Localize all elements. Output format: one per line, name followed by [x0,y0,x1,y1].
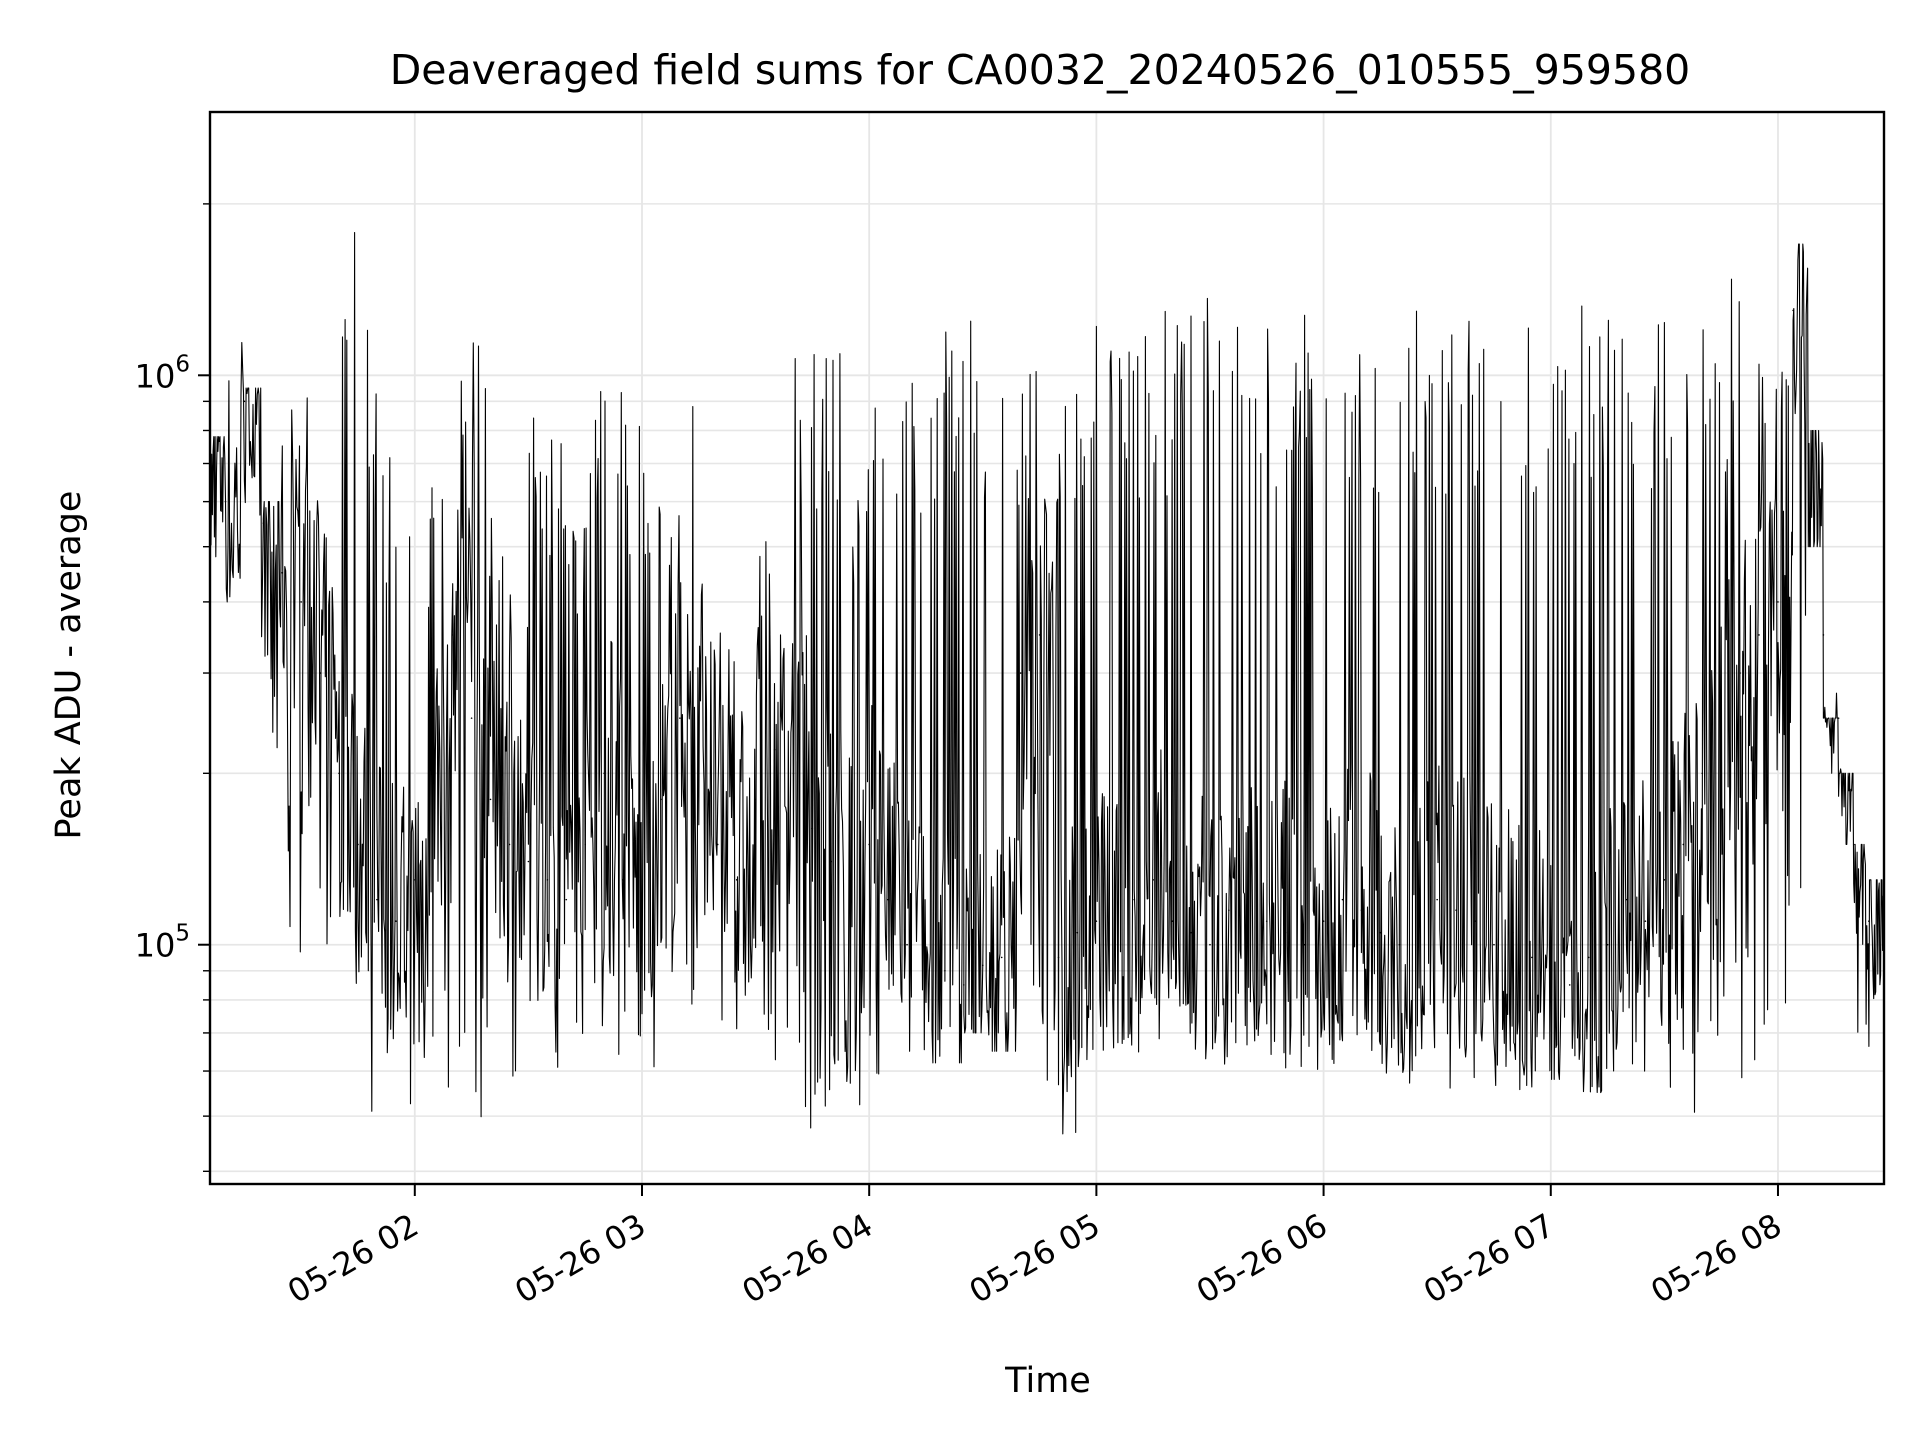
series-point [1284,931,1287,934]
y-axis-label: Peak ADU - average [49,491,89,840]
series-point [1512,931,1514,934]
series-point [451,634,454,636]
series-point [1019,672,1022,674]
series-point [376,898,378,901]
series-point [679,717,681,719]
series-point [300,601,302,603]
series-point [944,969,946,972]
series-point [1171,920,1173,922]
series-point [830,860,833,863]
series-point [1868,920,1870,922]
series-point [887,898,889,901]
series-point [508,843,511,846]
series-point [1474,920,1476,922]
series-point [1417,920,1420,922]
plot-frame [208,110,1886,1186]
series-point [1792,309,1794,312]
series-point [1644,920,1647,922]
series-point [1455,909,1457,911]
series-point [1133,898,1136,901]
series-point [1360,909,1363,911]
series-point [1303,943,1306,946]
series-point [432,772,435,775]
series-point [981,964,984,967]
series-point [1663,879,1666,881]
series-point [413,879,416,881]
series-point [1720,717,1722,719]
series-point [735,879,738,881]
series-point [1493,943,1495,946]
series-point [1777,601,1779,603]
series-point [224,500,227,503]
series-point [868,843,870,846]
series-point [1852,843,1855,846]
y-axis: 105 106 [135,203,210,1173]
series-point [641,898,643,901]
series-point [1549,969,1552,972]
series-point [716,843,719,846]
series-point [622,879,624,881]
series-point [754,798,757,801]
series-point [1228,909,1230,911]
series-point [395,920,397,922]
series-point [357,843,359,846]
series-point [773,748,776,751]
series-point [1265,920,1268,922]
series-point [1531,956,1533,959]
series-point [1398,943,1401,946]
series-point [849,879,852,881]
series-point [1057,956,1060,959]
series-point [1606,943,1609,946]
series-point [1190,931,1192,934]
chart-title: Deaveraged field sums for CA0032_2024052… [390,46,1691,94]
series-point [565,898,568,901]
series-point [1807,462,1810,465]
series-point [470,717,473,719]
y-tick-label: 105 [135,921,190,965]
series-line [209,231,1884,1135]
series-point [527,860,530,863]
series-point [792,772,795,775]
series-point [697,772,700,775]
series-point [603,772,605,775]
series-point [963,984,965,986]
series-point [546,879,549,881]
series-point [1379,931,1382,934]
series-point [1341,898,1344,901]
series-point [1436,898,1438,901]
y-tick-label: 106 [135,351,190,395]
series-point [1701,772,1704,775]
series-point [1076,931,1079,934]
series-point [1822,634,1825,636]
series-point [1682,843,1685,846]
series-point [584,843,586,846]
x-axis-label: Time [1004,1361,1091,1401]
series-point [1095,920,1098,922]
series-point [906,943,908,946]
series-point [262,522,265,524]
series-point [925,956,927,959]
series-point [1739,672,1741,674]
series-point [338,772,340,775]
series-point [1625,898,1628,901]
series-point [281,571,284,574]
series-layer [209,231,1885,1135]
series-point [1247,898,1249,901]
series-point [489,798,492,801]
series-point [1568,984,1571,986]
series-point [1152,879,1154,881]
series-point [1837,717,1840,719]
series-point [1322,920,1325,922]
series-point [811,827,814,830]
series-point [1114,943,1117,946]
series-point [319,672,321,674]
series-point [1587,956,1590,959]
series-point [243,400,246,403]
series-point [1209,943,1211,946]
series-point [1038,634,1041,636]
series-point [1000,956,1003,959]
series-point [1758,634,1760,636]
series-point [660,798,662,801]
